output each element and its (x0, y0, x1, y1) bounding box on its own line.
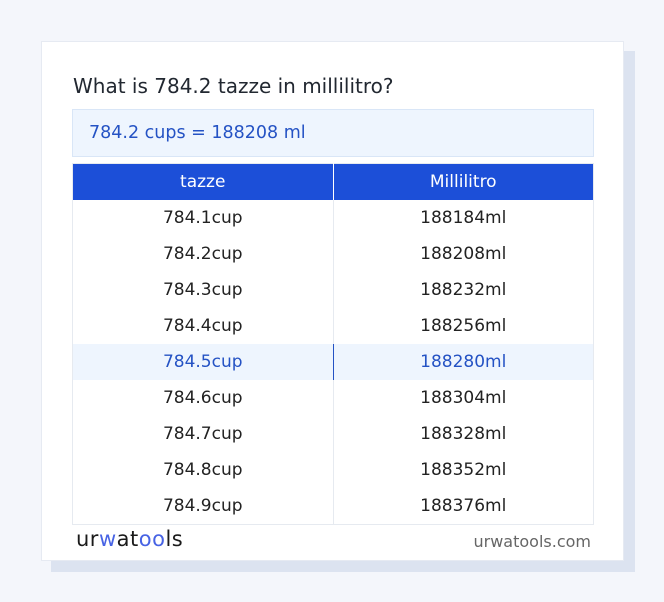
table-row: 784.6cup 188304ml (72, 380, 594, 416)
cell-ml: 188256ml (420, 316, 507, 336)
result-box: 784.2 cups = 188208 ml (72, 109, 594, 157)
table-row: 784.1cup 188184ml (72, 200, 594, 236)
table-row: 784.2cup 188208ml (72, 236, 594, 272)
cell-cups: 784.6cup (72, 380, 334, 416)
converter-card: What is 784.2 tazze in millilitro? 784.2… (41, 41, 624, 561)
column-header-millilitro: Millilitro (333, 163, 594, 200)
cell-ml: 188184ml (420, 208, 507, 228)
site-link[interactable]: urwatools.com (473, 532, 592, 551)
table-row: 784.9cup 188376ml (72, 488, 594, 525)
cell-ml: 188376ml (420, 496, 507, 516)
cell-ml: 188304ml (420, 388, 507, 408)
cell-cups: 784.4cup (72, 308, 334, 344)
table-row: 784.8cup 188352ml (72, 452, 594, 488)
urwatools-logo[interactable]: urwatools (76, 527, 184, 551)
cell-cups: 784.3cup (72, 272, 334, 308)
cell-cups: 784.9cup (72, 488, 334, 525)
cell-ml: 188280ml (333, 344, 594, 380)
cell-ml: 188232ml (420, 280, 507, 300)
cell-cups: 784.8cup (72, 452, 334, 488)
cell-ml: 188208ml (420, 244, 507, 264)
cell-ml: 188328ml (420, 424, 507, 444)
cell-ml: 188352ml (420, 460, 507, 480)
cell-cups: 784.1cup (72, 200, 334, 236)
cell-cups: 784.2cup (72, 236, 334, 272)
conversion-table: tazze Millilitro 784.1cup 188184ml 784.2cu… (72, 163, 594, 525)
page-title: What is 784.2 tazze in millilitro? (73, 74, 394, 98)
cell-cups: 784.7cup (72, 416, 334, 452)
column-header-tazze: tazze (72, 163, 334, 200)
table-row: 784.5cup 188280ml (72, 344, 594, 380)
table-row: 784.4cup 188256ml (72, 308, 594, 344)
cell-cups: 784.5cup (72, 344, 334, 380)
table-row: 784.3cup 188232ml (72, 272, 594, 308)
table-row: 784.7cup 188328ml (72, 416, 594, 452)
